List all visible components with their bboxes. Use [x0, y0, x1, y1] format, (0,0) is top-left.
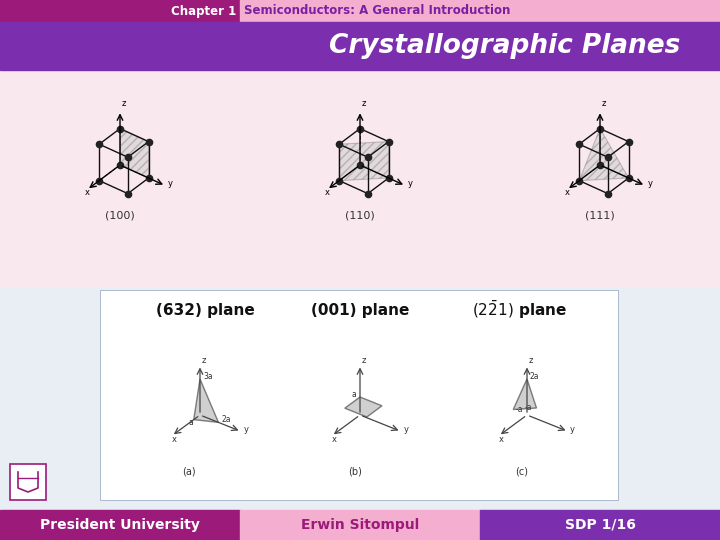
Polygon shape — [345, 397, 382, 417]
Bar — [0, 22, 720, 70]
Text: z: z — [362, 356, 366, 364]
Text: 2a: 2a — [222, 415, 231, 424]
Text: x: x — [498, 435, 503, 444]
Text: y: y — [403, 426, 408, 435]
Bar — [240, 510, 480, 540]
Text: z: z — [602, 99, 606, 109]
Text: y: y — [408, 179, 413, 188]
Text: a: a — [189, 417, 194, 427]
Text: z: z — [362, 99, 366, 109]
Text: y: y — [168, 179, 173, 188]
Text: x: x — [85, 188, 90, 197]
Text: z: z — [529, 356, 534, 364]
Text: SDP 1/16: SDP 1/16 — [564, 518, 636, 532]
Text: -a: -a — [524, 403, 532, 412]
Text: y: y — [243, 426, 248, 435]
Text: 2a: 2a — [529, 372, 539, 381]
Text: Crystallographic Planes: Crystallographic Planes — [328, 33, 680, 59]
Text: (c): (c) — [515, 467, 528, 477]
Text: (110): (110) — [345, 211, 375, 221]
Text: $(2\bar{2}1)$ plane: $(2\bar{2}1)$ plane — [472, 299, 567, 321]
Bar — [240, 0, 720, 22]
Text: x: x — [331, 435, 336, 444]
Text: President University: President University — [40, 518, 200, 532]
Text: (100): (100) — [105, 211, 135, 221]
Bar — [0, 510, 240, 540]
Polygon shape — [120, 129, 148, 178]
Bar — [0, 0, 240, 22]
Text: x: x — [325, 188, 330, 197]
Bar — [480, 510, 720, 540]
Polygon shape — [579, 129, 629, 180]
Polygon shape — [194, 379, 218, 422]
Text: (a): (a) — [182, 467, 196, 477]
Polygon shape — [339, 141, 389, 180]
Text: -a: -a — [516, 404, 523, 414]
Polygon shape — [513, 379, 536, 409]
Bar — [10, 464, 46, 500]
Text: 3a: 3a — [203, 372, 212, 381]
Text: Chapter 1: Chapter 1 — [171, 4, 236, 17]
Text: z: z — [202, 356, 207, 364]
Text: a: a — [352, 390, 356, 399]
Text: y: y — [648, 179, 653, 188]
Bar — [0, 288, 720, 510]
Text: Erwin Sitompul: Erwin Sitompul — [301, 518, 419, 532]
Text: y: y — [570, 426, 575, 435]
Bar — [100, 290, 618, 500]
Text: (632) plane: (632) plane — [156, 302, 254, 318]
Text: z: z — [122, 99, 127, 109]
Text: x: x — [564, 188, 570, 197]
Bar — [0, 70, 720, 288]
Text: (b): (b) — [348, 467, 362, 477]
Text: (111): (111) — [585, 211, 615, 221]
Text: (001) plane: (001) plane — [311, 302, 409, 318]
Text: Semiconductors: A General Introduction: Semiconductors: A General Introduction — [244, 4, 510, 17]
Text: x: x — [171, 435, 176, 444]
